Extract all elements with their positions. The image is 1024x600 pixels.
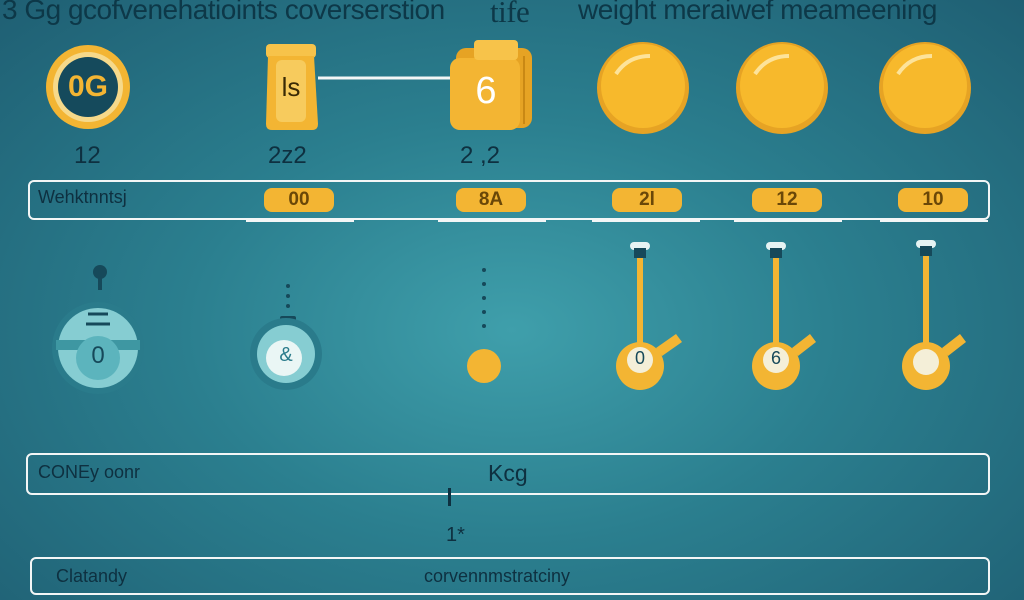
weights-bar (28, 180, 990, 220)
scales-row-graphics (52, 240, 966, 394)
teal-badge-icon (52, 265, 144, 394)
top-label-3: 2 ,2 (460, 142, 501, 169)
small-weight-icon (266, 44, 318, 130)
pendulum-text: 6 (770, 348, 781, 368)
weight-pill: 12 (752, 188, 822, 212)
weight-pill-underline (592, 220, 700, 222)
pendulum-icon (752, 242, 816, 390)
coin-icon (879, 42, 971, 134)
pendulum-icon (902, 240, 966, 390)
bottom-bar (30, 557, 990, 595)
badge-icon (46, 45, 130, 129)
weight-pill-underline (734, 220, 842, 222)
pendulum-text: 0 (634, 348, 645, 368)
top-row-graphics (46, 40, 971, 134)
weight-pill: 10 (898, 188, 968, 212)
top-label-1: 12 (74, 142, 101, 169)
teal-badge-icon (250, 284, 322, 390)
large-weight-text: 6 (475, 70, 497, 112)
conversion-bar (26, 453, 990, 495)
weight-pill-underline (880, 220, 988, 222)
teal-badge-text: & (279, 344, 293, 366)
weight-pill-underline (246, 220, 354, 222)
marker-label: 1* (446, 524, 465, 546)
weight-pill-underline (438, 220, 546, 222)
bottom-bar-text: corvennmstratciny (424, 566, 571, 586)
coin-icon (736, 42, 828, 134)
pendulum-icon (616, 242, 682, 390)
weight-pill: 2l (612, 188, 682, 212)
dotted-line-ball-icon (467, 268, 501, 383)
page-title-part-2: tife (490, 0, 530, 28)
badge-text: 0G (67, 70, 109, 103)
top-label-2: 2z2 (268, 142, 307, 169)
page-title-part-1: 3 Gg gcofvenehatioints coverserstion (2, 0, 445, 25)
conversion-bar-label: CONEy oonr (38, 462, 141, 482)
conversion-unit: Kcg (488, 460, 528, 486)
weight-pill: 8A (456, 188, 526, 212)
weight-pill: 00 (264, 188, 334, 212)
marker-tick (448, 488, 451, 506)
small-weight-text: ls (281, 72, 301, 102)
weights-bar-label: Wehktnntsj (38, 187, 127, 207)
bottom-bar-label: Clatandy (56, 566, 128, 586)
teal-badge-text: 0 (91, 342, 105, 369)
large-weight-icon (450, 40, 532, 130)
page-title-part-3: weight meraiwef meameening (578, 0, 937, 25)
coin-icon (597, 42, 689, 134)
